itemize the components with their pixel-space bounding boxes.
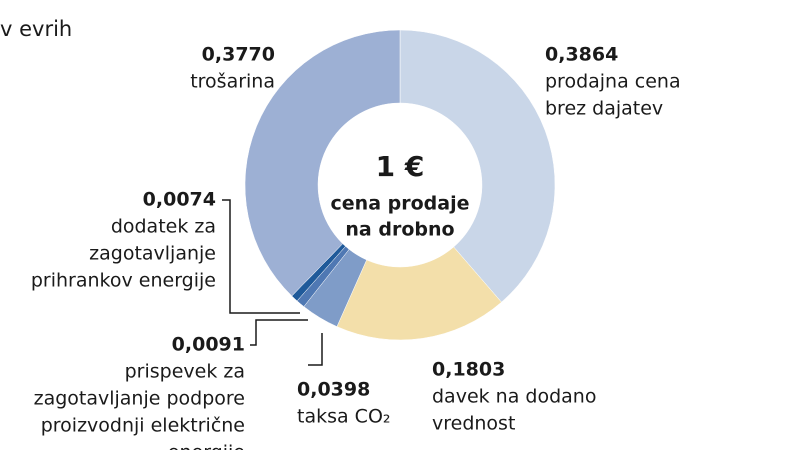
value-label: 0,3864 — [545, 44, 618, 66]
category-label: prispevek za — [125, 361, 245, 383]
value-label: 0,0091 — [172, 334, 245, 356]
leader-line — [222, 199, 300, 314]
category-label: zagotavljanje — [89, 243, 216, 265]
value-label: 0,0398 — [297, 379, 370, 401]
leader-line — [308, 333, 323, 366]
value-label: 0,3770 — [202, 44, 275, 66]
subtitle: v evrih — [0, 17, 72, 41]
donut-slice — [244, 29, 401, 297]
value-label: 0,1803 — [432, 359, 505, 381]
category-label: davek na dodano — [432, 386, 596, 408]
category-label: trošarina — [190, 71, 275, 93]
value-label: 0,0074 — [143, 189, 216, 211]
category-label: prihrankov energije — [31, 270, 216, 292]
center-text: cena prodaje — [331, 193, 470, 215]
center-text: na drobno — [345, 219, 454, 241]
category-label: proizvodnji električne — [41, 415, 245, 437]
category-label: energije — [168, 442, 245, 450]
donut-slice — [399, 29, 556, 303]
category-label: zagotavljanje podpore — [34, 388, 245, 410]
category-label: prodajna cena — [545, 71, 681, 93]
category-label: brez dajatev — [545, 98, 663, 120]
category-label: dodatek za — [111, 216, 216, 238]
category-label: taksa CO₂ — [297, 406, 391, 428]
center-title: 1 € — [376, 150, 425, 183]
leader-line — [250, 319, 308, 346]
category-label: vrednost — [432, 413, 515, 435]
